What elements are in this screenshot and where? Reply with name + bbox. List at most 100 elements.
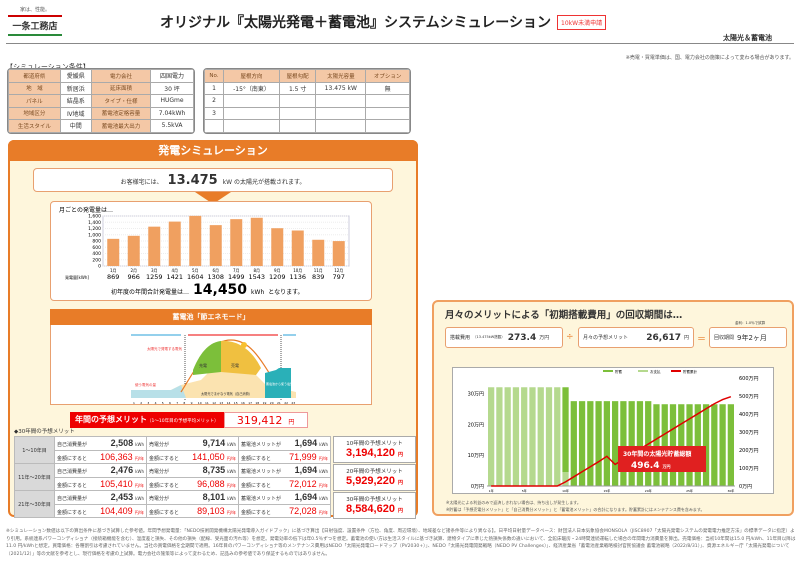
merit-row: 金額にすると 106,363 円/年 金額にすると 141,050 円/年 金額にすると 71…	[15, 449, 331, 464]
month-label: 12月	[334, 268, 343, 273]
month-label: 11月	[314, 268, 323, 273]
condition-value: 7.04kWh	[150, 106, 194, 120]
hour-label: 10	[198, 401, 202, 405]
condition-label: 地 域	[8, 81, 61, 95]
page-title: オリジナル『太陽光発電＋蓄電池』システムシミュレーション	[160, 15, 552, 31]
batt-yen-value: 71,999	[289, 451, 317, 462]
hour-label: 6	[169, 401, 171, 405]
logo-red-bar	[8, 15, 62, 17]
hour-label: 11	[205, 401, 209, 405]
sell-label: 売電分が	[149, 469, 170, 476]
total-callout	[618, 446, 706, 472]
y-tick-label: 200	[92, 257, 101, 263]
month-bar	[107, 238, 120, 266]
callout-value-line: 496.4 万円	[631, 461, 670, 471]
condition-value: 5.5kVA	[150, 119, 194, 133]
roof-cell	[315, 119, 367, 133]
month-bar	[168, 221, 181, 266]
condition-value: 結晶系	[59, 94, 92, 108]
hour-label: 23	[291, 401, 295, 405]
conditions-table: 都道府県 愛媛県 電力会社 四国電力地 域新居浜 延床面積 30 坪パネル 結晶系 タイプ・仕…	[7, 68, 195, 134]
annual-total-line: 初年度の年間合計発電量は… 14,450 kWh となります。	[111, 282, 304, 298]
month-bar	[209, 225, 222, 266]
payment-bar	[545, 387, 553, 486]
chart-title: 月ごとの発電量は…	[59, 206, 113, 214]
yen-unit: 円/年	[134, 509, 144, 515]
condition-label: 都道府県	[8, 69, 61, 83]
savings-bar	[711, 404, 718, 486]
use-label: 使う電気の量	[135, 382, 156, 387]
roof-cell	[204, 119, 224, 133]
savings-bar	[595, 401, 602, 486]
cost-label: 搭載費用	[450, 335, 471, 341]
payback-period-label: 回収期間	[714, 335, 735, 341]
batt-kwh-cell: 蓄電池メリットが 1,694 kWh	[238, 490, 331, 505]
roof-column-header: 屋根勾配	[279, 69, 317, 83]
cost-unit: 万円	[539, 335, 550, 341]
x-tick-label: 1年	[489, 488, 494, 493]
hour-label: 15	[234, 401, 238, 405]
roof-cell: 2	[204, 94, 224, 108]
month-value: 1604	[187, 273, 204, 281]
sell-kwh: 9,714	[202, 438, 226, 449]
condition-label: パネル	[8, 94, 61, 108]
legend-label: お支払	[650, 369, 661, 374]
savings-bar	[669, 404, 677, 486]
savings-bar	[694, 404, 701, 486]
roof-cell	[279, 106, 317, 120]
legend-swatch	[671, 370, 681, 372]
month-bar	[250, 217, 263, 266]
kwh-unit: kWh	[319, 469, 328, 475]
savings-bar	[612, 401, 619, 486]
sell-yen-cell: 金額にすると 141,050 円/年	[146, 449, 239, 464]
self-kwh: 2,508	[110, 438, 134, 449]
roof-cell	[315, 106, 367, 120]
hour-label: 16	[241, 401, 245, 405]
roof-cell: 無	[365, 81, 410, 95]
merit-30-heading: ◆30年間の予想メリット	[14, 429, 75, 435]
annual-merit-note: （1〜10年目の予想平均メリット）	[147, 419, 219, 424]
payment-bar	[496, 387, 503, 486]
condition-row: パネル 結晶系 タイプ・仕様 HUGme	[8, 94, 194, 108]
sell-yen-value: 89,103	[197, 505, 225, 516]
left-y-tick: 20万円	[468, 422, 484, 428]
roof-cell	[365, 94, 410, 108]
y-tick-label: 600	[92, 245, 101, 251]
equals-operator: ＝	[697, 335, 707, 345]
hour-label: 17	[248, 401, 252, 405]
hour-label: 14	[227, 401, 231, 405]
roof-cell: 1.5 寸	[279, 81, 317, 95]
condition-label: 蓄電池定格容量	[90, 106, 152, 120]
condition-label: 電力会社	[90, 69, 152, 83]
condition-row: 地域区分 Ⅳ地域 蓄電池定格容量 7.04kWh	[8, 106, 194, 120]
month-label: 8月	[253, 268, 260, 273]
cumulative-merit-value: 3,194,120	[346, 447, 395, 459]
merit-row: 21年〜30年目 自己消費量が 2,453 kWh 売電分が 8,101 kWh 蓄電池メリッ…	[14, 490, 331, 518]
roof-row: 3	[204, 106, 410, 120]
callout-label: 30年間の太陽光貯蓄総額	[623, 450, 691, 458]
yen-unit: 円/年	[226, 482, 236, 488]
yen-unit: 円/年	[134, 482, 144, 488]
cumulative-merit-unit: 円	[397, 452, 403, 458]
annual-merit-value: 319,412	[236, 414, 283, 427]
month-label: 5月	[192, 268, 199, 273]
right-y-tick: 100万円	[739, 466, 759, 472]
self-yen-value: 105,410	[100, 478, 133, 489]
roof-cell: -15°（南東）	[222, 81, 281, 95]
y-tick-label: 1,200	[88, 226, 101, 232]
monthly-generation-box: 月ごとの発電量は… 0 200 400 600 800 1,000 1,200 1,400 1,6…	[50, 201, 372, 301]
month-label: 4月	[171, 268, 178, 273]
x-tick-label: 25年	[686, 488, 693, 493]
callout-value: 496.4	[631, 461, 659, 471]
savings-bar	[727, 404, 734, 486]
self-yen-cell: 金額にすると 105,410 円/年	[54, 476, 147, 491]
batt-kwh-cell: 蓄電池メリットが 1,694 kWh	[238, 463, 331, 478]
payment-bar	[562, 472, 569, 486]
cumulative-merit-label: 30年間の予想メリット	[346, 497, 403, 503]
month-label: 2月	[130, 268, 137, 273]
savings-bar	[653, 404, 660, 486]
kwh-unit: kWh	[319, 442, 328, 448]
sell-kwh: 8,101	[202, 492, 226, 503]
sell-area	[221, 340, 261, 375]
cost-box: 搭載費用 （13.475kW搭載） 273.4 万円	[445, 327, 563, 348]
